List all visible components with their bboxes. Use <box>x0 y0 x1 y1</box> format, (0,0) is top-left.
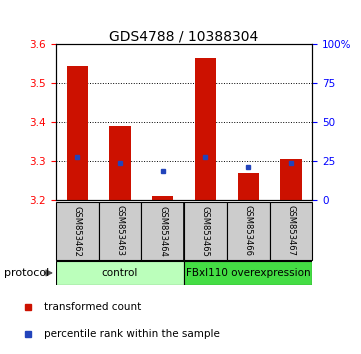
Bar <box>109 126 131 200</box>
Text: GSM853466: GSM853466 <box>244 205 253 257</box>
Bar <box>184 202 227 260</box>
Text: FBxl110 overexpression: FBxl110 overexpression <box>186 268 310 278</box>
Text: GSM853463: GSM853463 <box>116 205 125 257</box>
Bar <box>195 58 216 200</box>
Text: GSM853464: GSM853464 <box>158 206 167 256</box>
Bar <box>56 261 184 285</box>
Bar <box>270 202 312 260</box>
Text: GSM853467: GSM853467 <box>286 205 295 257</box>
Title: GDS4788 / 10388304: GDS4788 / 10388304 <box>109 29 259 43</box>
Text: percentile rank within the sample: percentile rank within the sample <box>44 329 220 339</box>
Text: GSM853465: GSM853465 <box>201 206 210 256</box>
Bar <box>280 159 301 200</box>
Bar <box>142 202 184 260</box>
Bar <box>56 202 99 260</box>
Text: transformed count: transformed count <box>44 302 142 312</box>
Text: protocol: protocol <box>4 268 49 278</box>
Bar <box>67 66 88 200</box>
Bar <box>238 173 259 200</box>
Bar <box>99 202 142 260</box>
Text: control: control <box>102 268 138 278</box>
Bar <box>227 202 270 260</box>
Text: GSM853462: GSM853462 <box>73 206 82 256</box>
Bar <box>184 261 312 285</box>
Bar <box>152 196 173 200</box>
